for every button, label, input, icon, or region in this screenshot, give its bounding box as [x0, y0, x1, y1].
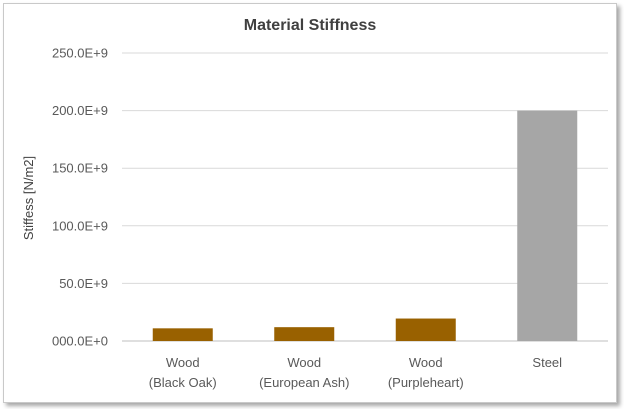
y-tick-label: 150.0E+9	[52, 161, 108, 176]
x-axis-tick-labels: Wood (Black Oak) Wood (European Ash) Wood (Pu…	[149, 355, 562, 390]
y-axis-label: Stiffess [N/m2]	[21, 156, 36, 240]
chart-title: Material Stiffness	[244, 17, 377, 34]
x-tick-label: Steel	[532, 355, 562, 370]
y-tick-label: 50.0E+9	[59, 276, 108, 291]
bar	[395, 318, 456, 341]
y-axis-tick-labels: 000.0E+0 50.0E+9 100.0E+9 150.0E+9 200.0E+9 2…	[52, 46, 108, 349]
bars	[152, 110, 578, 341]
y-tick-label: 250.0E+9	[52, 46, 108, 61]
x-tick-label: Wood (European Ash)	[259, 355, 349, 390]
bar	[274, 327, 335, 341]
bar	[517, 110, 578, 341]
bar	[152, 328, 213, 341]
x-tick-label: Wood (Purpleheart)	[388, 355, 464, 390]
x-tick-label: Wood (Black Oak)	[149, 355, 217, 390]
y-tick-label: 200.0E+9	[52, 103, 108, 118]
y-tick-label: 100.0E+9	[52, 218, 108, 233]
y-tick-label: 000.0E+0	[52, 334, 108, 349]
